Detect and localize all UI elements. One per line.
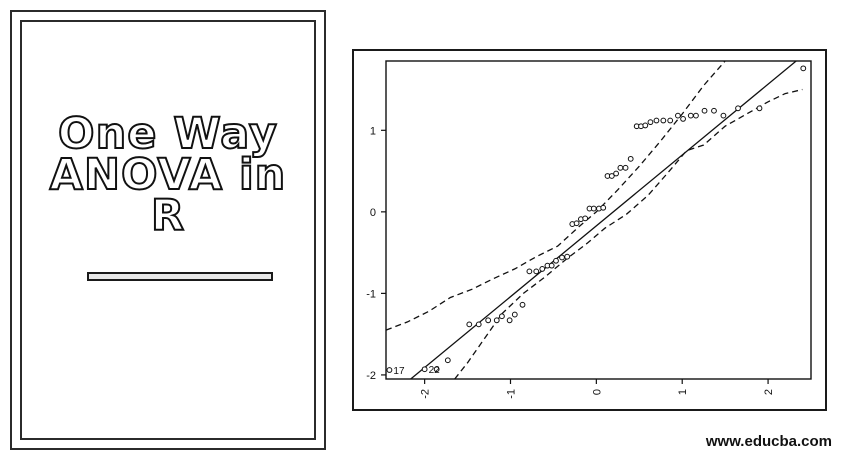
- data-point: [493, 317, 500, 324]
- data-point: [608, 173, 615, 179]
- data-point: [720, 112, 727, 119]
- data-point: [559, 254, 565, 261]
- x-tick-label: -2: [420, 389, 432, 399]
- x-tick-label: -1: [505, 389, 517, 399]
- title-underline-bar: [87, 272, 273, 281]
- data-point: [622, 164, 629, 171]
- cover-card-inner-border: One Way ANOVA in R: [20, 20, 316, 440]
- data-point: [653, 117, 660, 124]
- data-point: [539, 266, 546, 272]
- reference-line: [409, 61, 798, 379]
- x-tick-label: 1: [677, 389, 689, 395]
- data-point: [617, 164, 624, 171]
- data-point: [675, 112, 681, 119]
- confidence-envelope-lower: [454, 88, 803, 379]
- confidence-envelope-upper: [386, 61, 726, 331]
- data-point: [519, 301, 526, 308]
- plot-area-box: [385, 60, 812, 380]
- data-point: [444, 357, 451, 364]
- data-point: [526, 268, 533, 275]
- cover-title: One Way ANOVA in R: [22, 109, 314, 241]
- data-point: [590, 205, 597, 212]
- x-tick-label: 2: [763, 389, 775, 395]
- y-tick-label: -1: [366, 288, 376, 300]
- data-point: [642, 122, 649, 129]
- data-point: [533, 268, 540, 275]
- data-point: [735, 105, 741, 112]
- data-point: [421, 366, 428, 373]
- data-point: [660, 117, 667, 124]
- data-point: [573, 220, 580, 227]
- point-label: 17: [393, 366, 405, 377]
- data-point: [680, 115, 686, 122]
- data-point: [756, 105, 763, 112]
- cover-card: One Way ANOVA in R: [10, 10, 326, 450]
- plot-frame: [352, 49, 827, 411]
- data-point: [506, 317, 513, 324]
- data-point: [647, 119, 654, 126]
- data-point: [433, 366, 440, 373]
- data-point: [627, 155, 634, 162]
- data-point: [701, 107, 708, 114]
- data-point: [711, 107, 717, 114]
- y-tick-label: 1: [370, 125, 376, 137]
- data-point: [693, 112, 699, 119]
- cover-title-line1: One Way: [57, 109, 278, 159]
- data-point: [613, 170, 620, 177]
- data-point: [667, 117, 674, 124]
- point-label: 22: [429, 365, 441, 376]
- data-point: [475, 321, 482, 328]
- x-tick-label: 0: [591, 389, 603, 395]
- data-point: [499, 313, 505, 320]
- data-point: [687, 112, 694, 119]
- y-tick-label: 0: [370, 207, 376, 219]
- data-point: [485, 317, 492, 324]
- data-point: [600, 204, 607, 211]
- data-point: [564, 253, 571, 260]
- data-point: [386, 367, 393, 373]
- data-point: [466, 321, 473, 328]
- cover-title-line2: ANOVA in: [49, 150, 287, 200]
- data-point: [582, 215, 589, 222]
- cover-title-line3: R: [150, 191, 186, 241]
- data-point: [511, 311, 518, 318]
- data-point: [548, 262, 555, 269]
- qq-plot: -2-101-2 -1 0 1 217 22: [366, 60, 812, 399]
- watermark-text: www.educba.com: [705, 433, 832, 450]
- y-tick-label: -2: [366, 370, 376, 382]
- data-point: [800, 65, 807, 72]
- data-point: [553, 257, 559, 264]
